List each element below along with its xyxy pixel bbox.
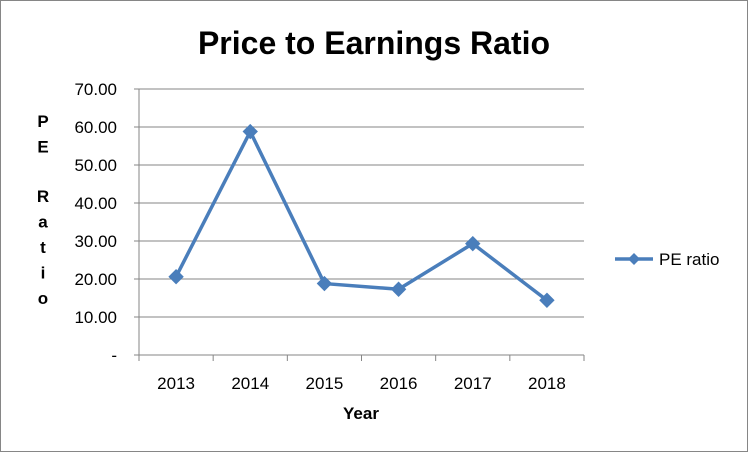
- x-tick-label: 2013: [157, 374, 195, 393]
- y-tick-label: 70.00: [74, 80, 117, 99]
- y-axis-title-char: a: [38, 213, 48, 232]
- legend-label: PE ratio: [659, 250, 719, 269]
- y-tick-label: 10.00: [74, 308, 117, 327]
- y-tick-label: 50.00: [74, 156, 117, 175]
- x-axis-title: Year: [343, 404, 379, 423]
- x-tick-label: 2015: [306, 374, 344, 393]
- y-axis-title-char: E: [37, 138, 48, 157]
- y-tick-label: 20.00: [74, 270, 117, 289]
- y-tick-label: -: [111, 346, 117, 365]
- y-axis-title: PE Ratio: [37, 112, 49, 308]
- data-point-marker: [539, 292, 555, 308]
- data-point-marker: [465, 235, 481, 252]
- legend-marker: [628, 253, 640, 265]
- y-axis-title-char: P: [37, 112, 48, 131]
- y-axis-title-char: i: [41, 264, 46, 283]
- chart-title: Price to Earnings Ratio: [198, 25, 550, 61]
- y-axis-title-char: t: [40, 238, 46, 257]
- x-tick-label: 2017: [454, 374, 492, 393]
- data-point-marker: [168, 269, 184, 285]
- y-tick-label: 30.00: [74, 232, 117, 251]
- grid-layer: [139, 88, 584, 318]
- series-line: [174, 129, 548, 302]
- data-point-marker: [316, 275, 333, 292]
- y-tick-label: 60.00: [74, 118, 117, 137]
- data-point-marker: [390, 281, 407, 297]
- x-tick-label: 2014: [231, 374, 269, 393]
- y-tick-label: 40.00: [74, 194, 117, 213]
- axis-layer: - 10.00 20.00 30.00 40.00 50.00 60.00 70.00 2013…: [74, 80, 585, 393]
- series-layer: [168, 123, 555, 308]
- y-axis-title-char: o: [38, 289, 48, 308]
- x-tick-label: 2016: [380, 374, 418, 393]
- x-tick-label: 2018: [528, 374, 566, 393]
- y-axis-title-char: R: [37, 187, 49, 206]
- legend: PE ratio: [615, 250, 719, 269]
- data-point-marker: [242, 123, 258, 140]
